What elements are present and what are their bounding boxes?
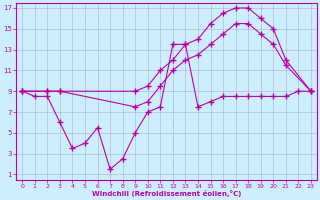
X-axis label: Windchill (Refroidissement éolien,°C): Windchill (Refroidissement éolien,°C) [92, 190, 241, 197]
